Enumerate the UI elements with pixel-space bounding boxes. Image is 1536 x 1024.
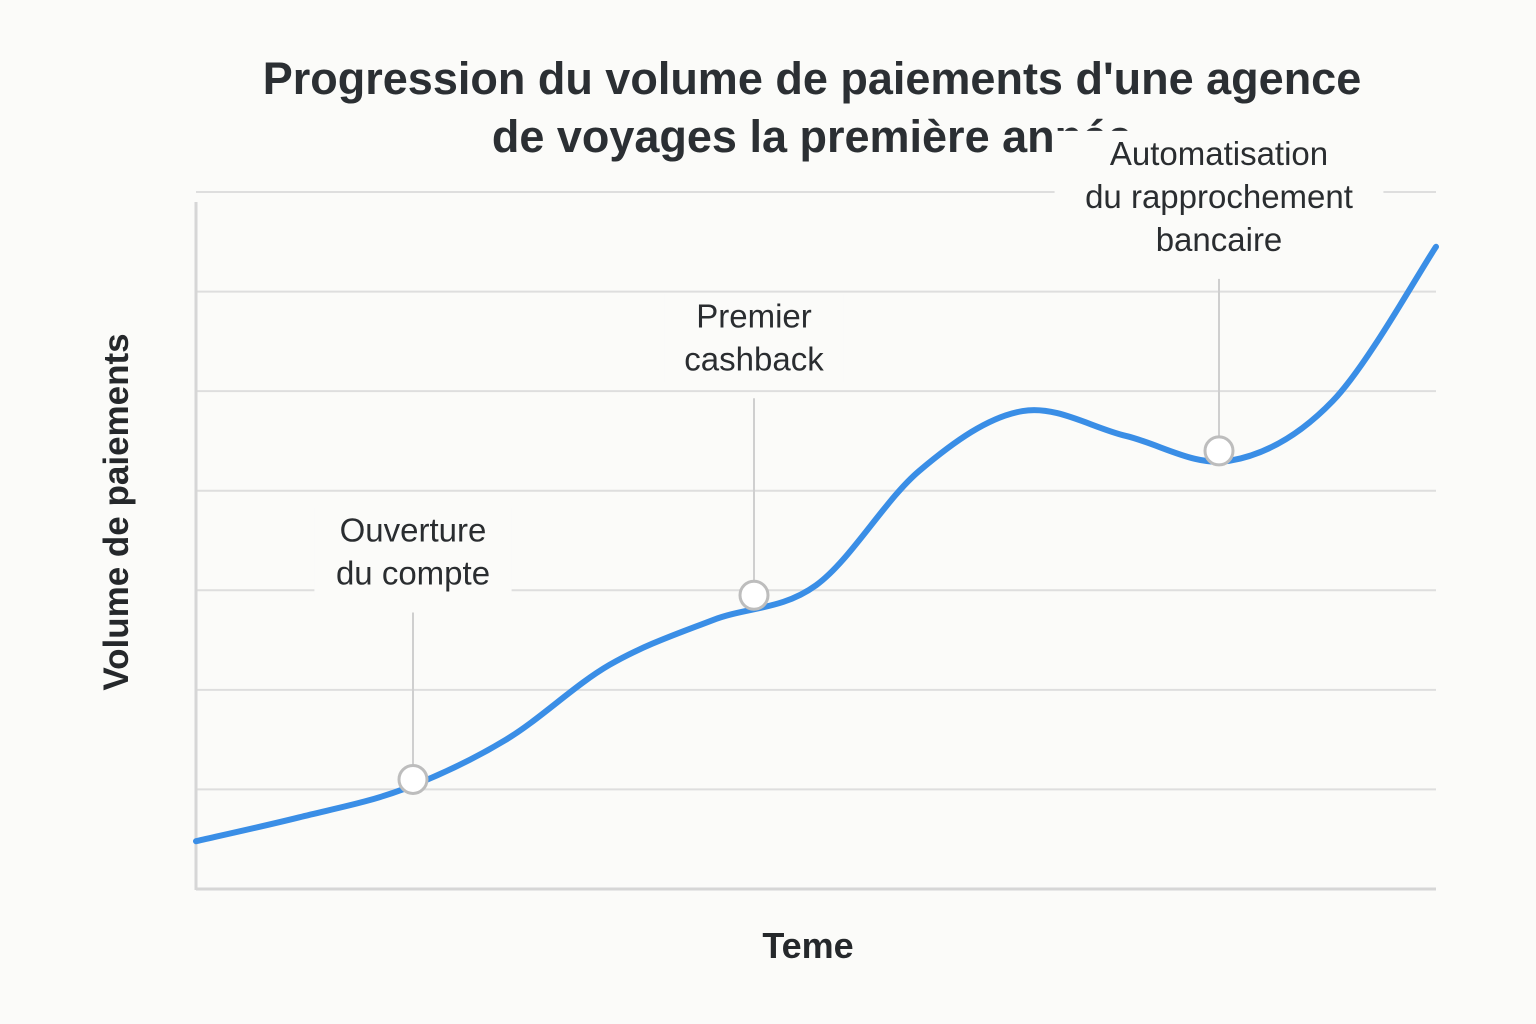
annotation-markers — [397, 435, 1235, 795]
annotation-label: Automatisation — [1110, 135, 1328, 172]
chart-title: Progression du volume de paiements d'une… — [150, 50, 1474, 166]
gridlines — [196, 191, 1436, 791]
annotation-label-bg — [314, 507, 512, 597]
annotation-label: cashback — [684, 340, 824, 377]
annotation-label: du rapprochement — [1085, 178, 1353, 215]
annotations: Ouverture du compte Premier cashback Automat… — [314, 130, 1384, 780]
annotation-marker — [397, 763, 429, 795]
x-axis-label: Teme — [762, 925, 853, 966]
y-axis-label: Volume de paiements — [97, 333, 136, 690]
annotation-label: du compte — [336, 554, 490, 591]
axes — [194, 202, 1436, 891]
chart-title-line-2: de voyages la première année — [491, 111, 1133, 162]
annotation-label-bg — [1054, 130, 1384, 263]
annotation-marker — [1203, 435, 1235, 467]
chart-title-line-1: Progression du volume de paiements d'une… — [262, 53, 1362, 104]
annotation-label: Ouverture — [340, 511, 487, 548]
annotation-marker — [738, 579, 770, 611]
annotation-label: Premier — [696, 297, 812, 334]
annotation-label-bg — [664, 293, 844, 383]
annotation-label: bancaire — [1156, 221, 1283, 258]
